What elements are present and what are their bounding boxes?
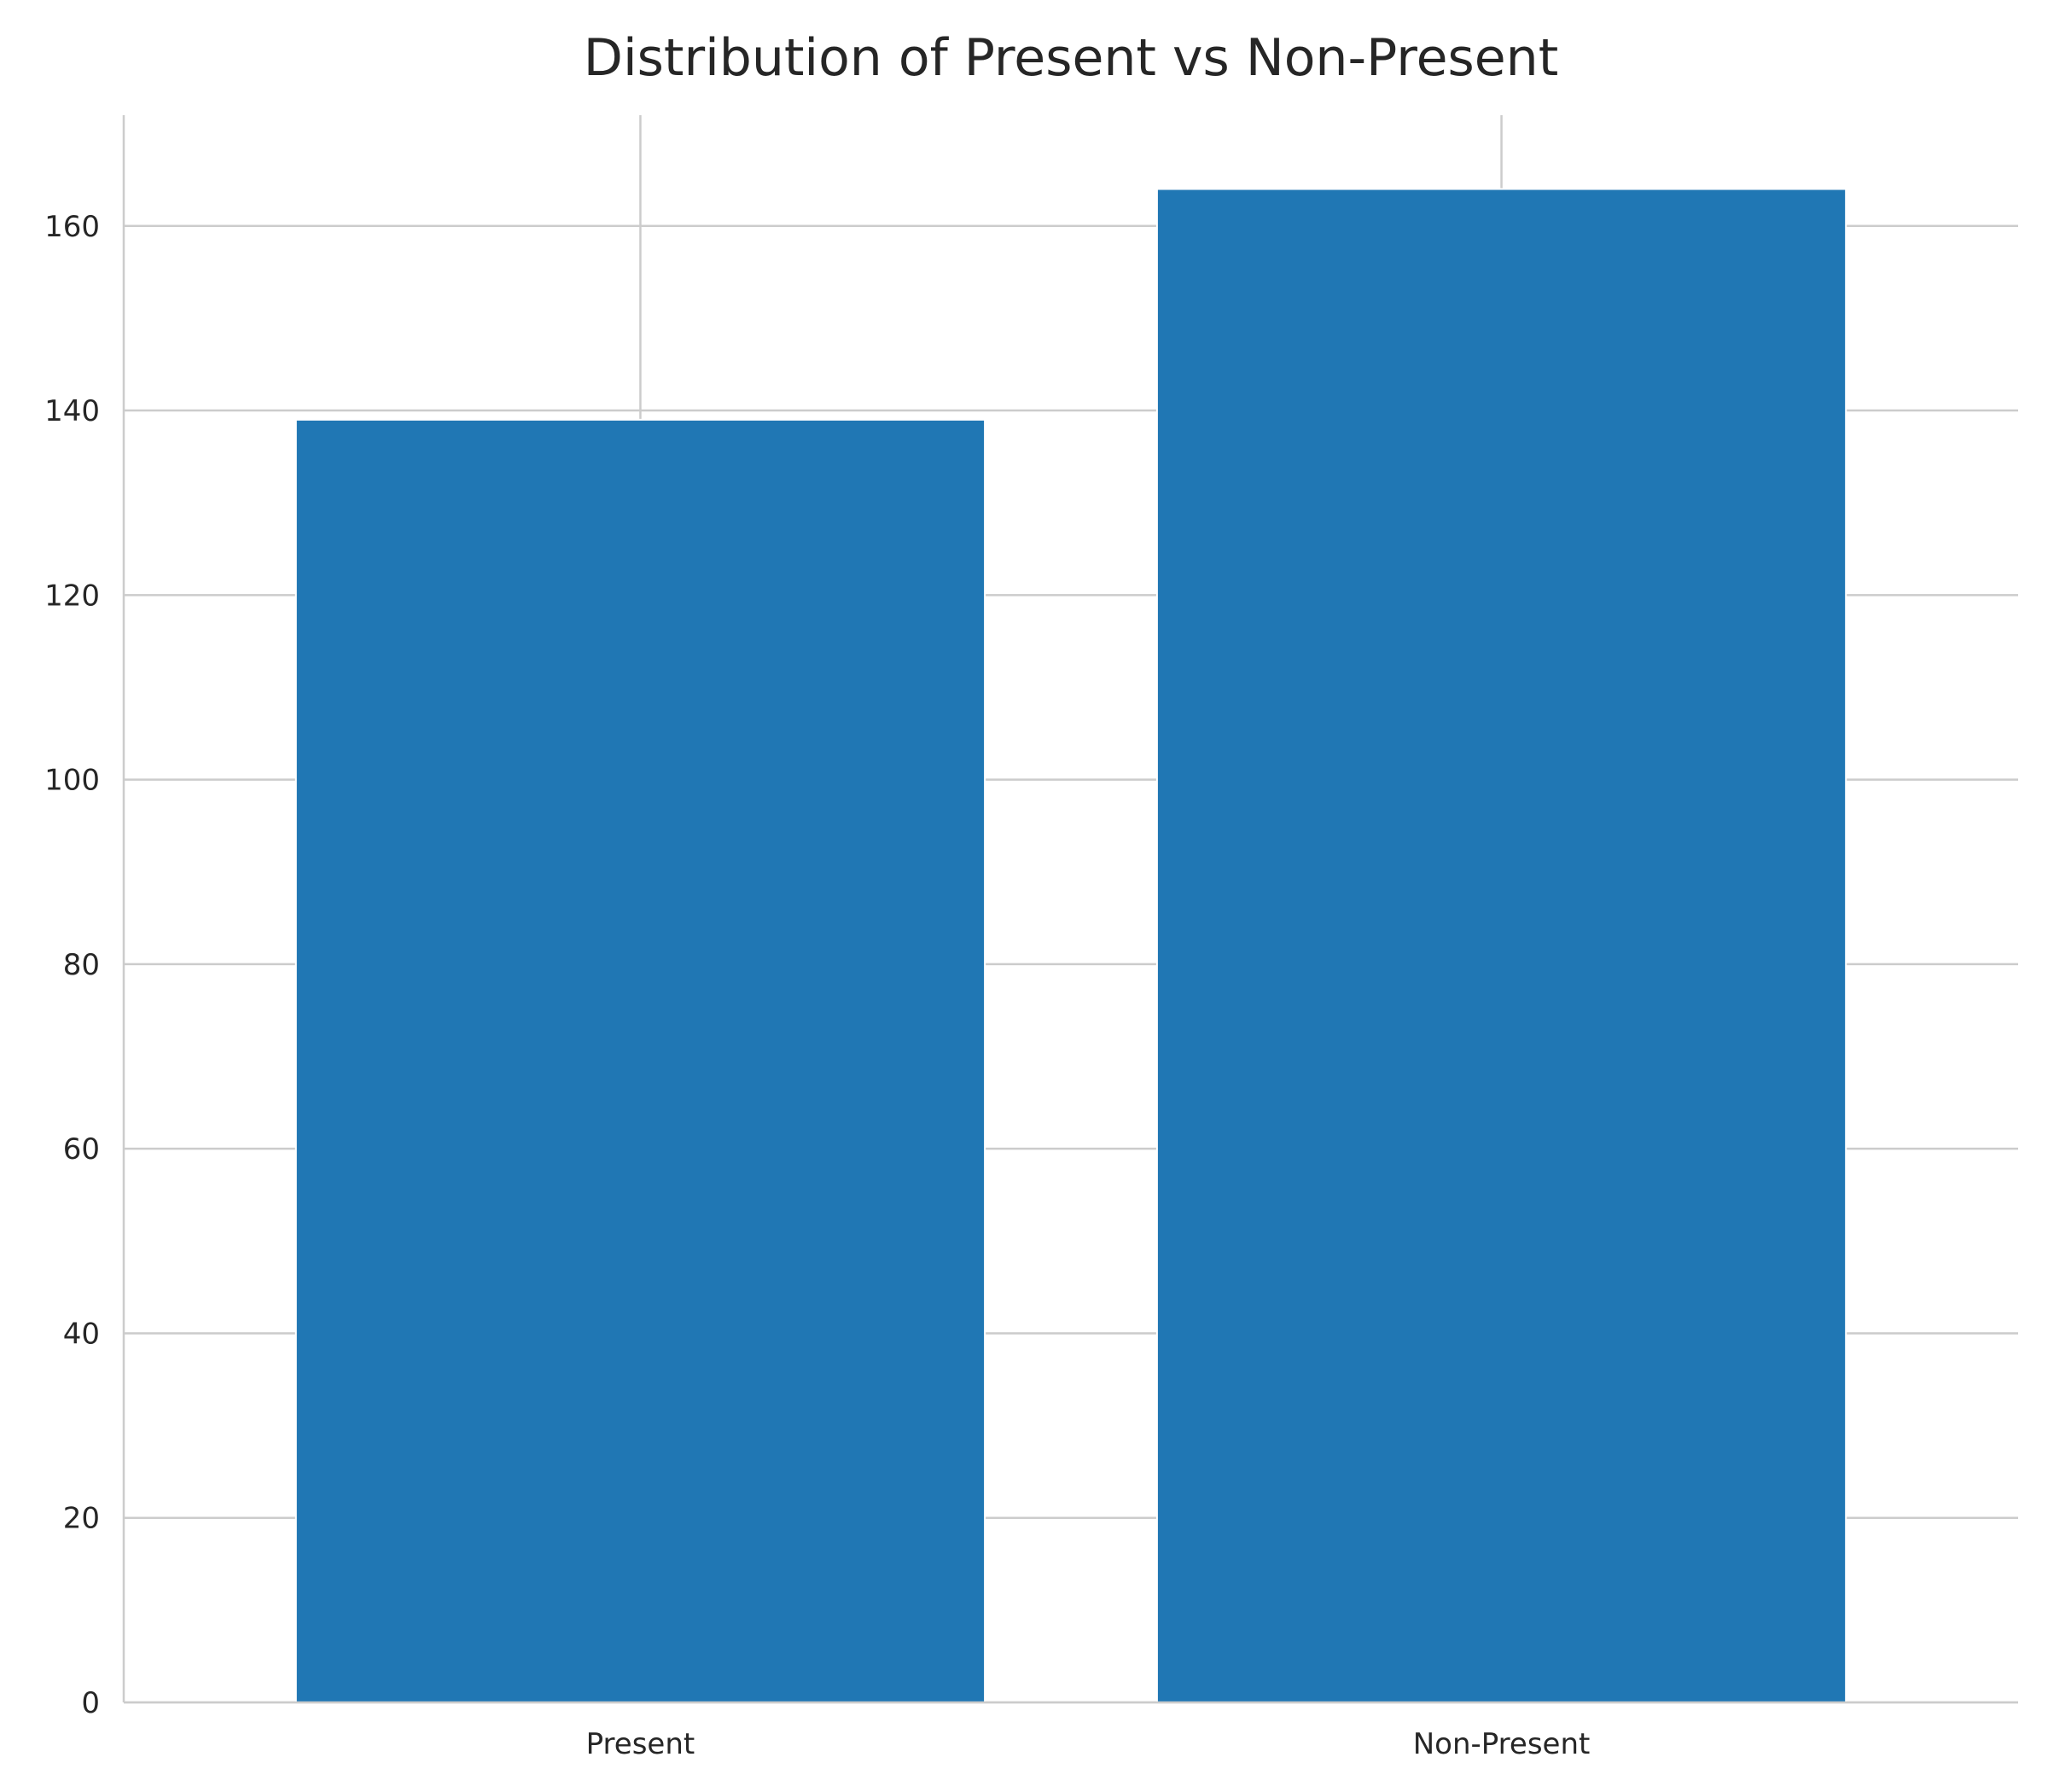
bars — [294, 188, 1847, 1704]
axes — [122, 115, 2018, 1704]
x-tick-label: Non-Present — [1413, 1727, 1591, 1761]
y-tick-label: 0 — [81, 1686, 100, 1720]
y-tick-label: 20 — [63, 1502, 100, 1536]
x-tick-label: Present — [586, 1727, 695, 1761]
y-tick-label: 80 — [63, 948, 100, 982]
y-tick-labels: 0 20 40 60 80 100 120 140 160 — [44, 210, 100, 1720]
y-tick-label: 60 — [63, 1132, 100, 1167]
y-tick-label: 120 — [44, 579, 100, 613]
bar-non-present — [1155, 188, 1847, 1704]
y-tick-label: 40 — [63, 1317, 100, 1351]
y-tick-label: 140 — [44, 394, 100, 428]
y-tick-label: 100 — [44, 764, 100, 798]
x-tick-labels: Present Non-Present — [586, 1727, 1591, 1761]
y-tick-label: 160 — [44, 210, 100, 244]
chart-title: Distribution of Present vs Non-Present — [584, 28, 1558, 88]
bar-present — [294, 418, 986, 1703]
